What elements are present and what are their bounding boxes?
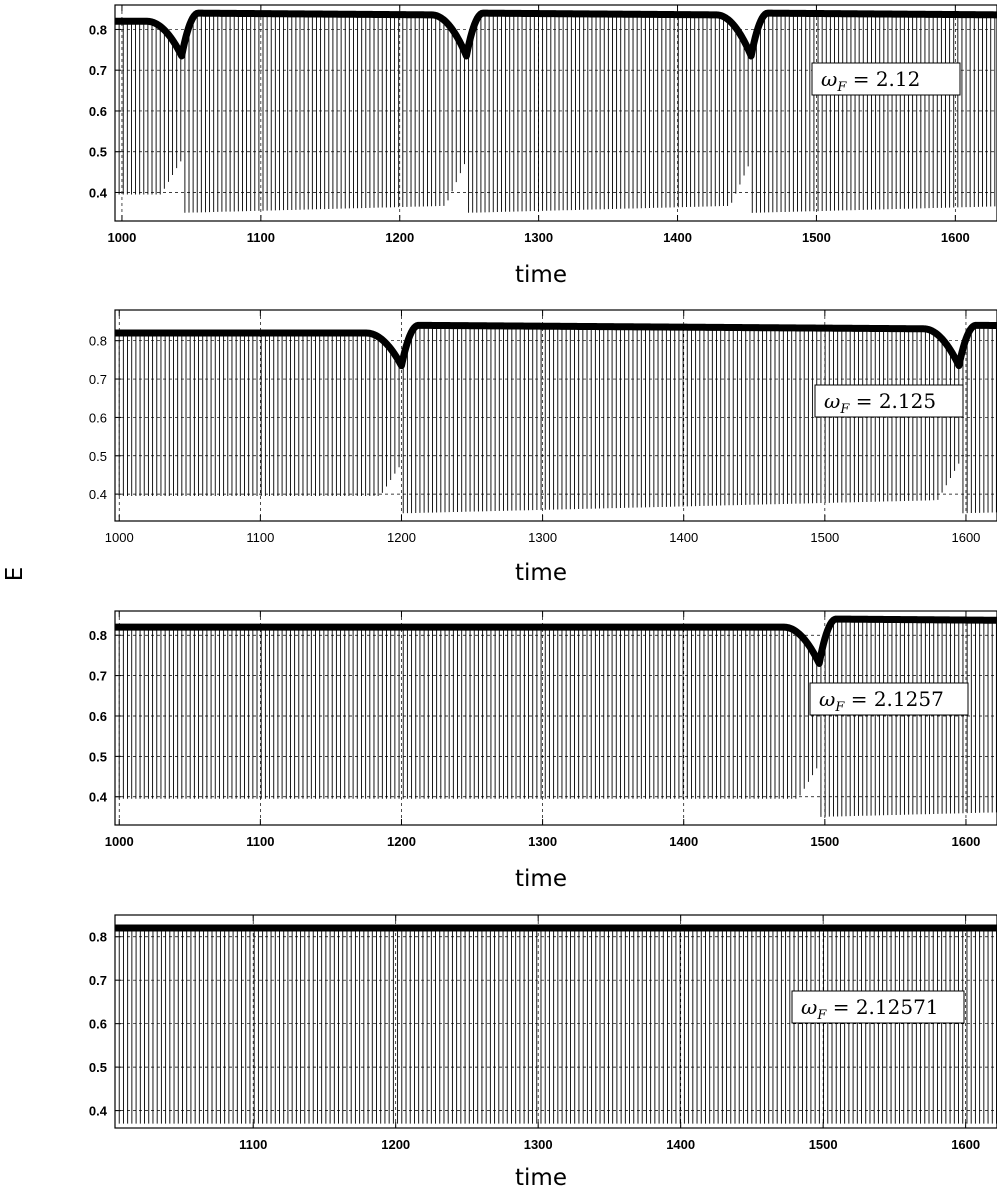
y-tick-label: 0.5: [89, 1060, 107, 1075]
panel-2: 1000 1100 1200 1300 1400 1500 1600 0.4 0.5 0.6 0.7…: [89, 309, 997, 586]
plot-frame: [114, 914, 997, 1129]
x-tick-label: 1000: [105, 834, 134, 849]
x-tick-label: 1100: [246, 530, 274, 545]
x-tick-label: 1600: [951, 834, 980, 849]
x-axis-label: time: [515, 866, 567, 892]
x-tick-label: 1200: [387, 530, 416, 545]
y-tick-label: 0.6: [89, 410, 107, 425]
annotation-label: ωF = 2.12: [821, 67, 920, 95]
panel-4: 1100 1200 1300 1400 1500 1600 0.4 0.5 0.6 0.7 0.8 t…: [89, 914, 997, 1189]
y-tick-label: 0.7: [89, 63, 107, 78]
y-tick-label: 0.7: [89, 669, 107, 684]
y-tick-label: 0.7: [89, 973, 107, 988]
x-tick-label: 1500: [809, 1137, 838, 1152]
annotation-box: [814, 384, 964, 418]
annotation-box: [811, 62, 961, 96]
x-tick-label: 1500: [802, 230, 831, 245]
x-tick-label: 1500: [810, 834, 839, 849]
x-tick-label: 1100: [239, 1137, 267, 1152]
y-tick-label: 0.4: [89, 790, 108, 805]
x-tick-label: 1500: [810, 530, 839, 545]
x-axis-label: time: [515, 560, 567, 586]
upper-envelope: [115, 615, 997, 667]
x-tick-label: 1300: [524, 1137, 553, 1152]
y-tick-label: 0.8: [89, 22, 107, 37]
x-tick-label: 1000: [107, 230, 136, 245]
y-tick-label: 0.4: [89, 1104, 108, 1119]
y-tick-label: 0.6: [89, 709, 107, 724]
y-axis-label: E: [2, 567, 28, 582]
plot-frame: [114, 610, 997, 826]
annotation-label: ωF = 2.1257: [819, 687, 944, 715]
oscillation-series: [115, 325, 997, 514]
x-tick-label: 1300: [528, 834, 557, 849]
y-tick-label: 0.5: [89, 749, 107, 764]
y-tick-label: 0.8: [89, 628, 107, 643]
x-tick-label: 1200: [381, 1137, 410, 1152]
upper-envelope: [115, 9, 997, 60]
y-tick-label: 0.8: [89, 930, 107, 945]
x-tick-label: 1300: [528, 530, 557, 545]
annotation-box: [809, 682, 969, 716]
x-tick-label: 1400: [663, 230, 692, 245]
x-tick-label: 1400: [669, 834, 698, 849]
y-tick-label: 0.6: [89, 1017, 107, 1032]
x-tick-label: 1200: [387, 834, 416, 849]
plot-frame: [114, 309, 997, 522]
x-tick-label: 1000: [105, 530, 134, 545]
x-tick-label: 1100: [247, 230, 275, 245]
x-tick-label: 1300: [524, 230, 553, 245]
plot-frame: [114, 4, 997, 222]
y-tick-label: 0.8: [89, 334, 107, 349]
oscillation-series: [115, 13, 996, 213]
x-tick-label: 1600: [951, 530, 980, 545]
upper-envelope: [115, 321, 997, 370]
annotation-label: ωF = 2.125: [824, 389, 936, 417]
y-tick-label: 0.5: [89, 449, 107, 464]
x-tick-label: 1200: [385, 230, 414, 245]
x-tick-label: 1600: [941, 230, 970, 245]
panel-1: 1000 1100 1200 1300 1400 1500 1600 0.4 0.5 0.6 0.7…: [89, 4, 997, 288]
x-axis-label: time: [515, 262, 567, 288]
x-axis-label: time: [515, 1165, 567, 1189]
annotation-box: [791, 990, 965, 1024]
panel-3: 1000 1100 1200 1300 1400 1500 1600 0.4 0.5 0.6 0.7…: [89, 610, 997, 892]
x-tick-label: 1600: [951, 1137, 980, 1152]
y-tick-label: 0.7: [89, 372, 107, 387]
x-tick-label: 1100: [246, 834, 274, 849]
y-tick-label: 0.4: [89, 185, 108, 200]
y-tick-label: 0.4: [89, 487, 107, 502]
x-tick-label: 1400: [669, 530, 698, 545]
oscillation-series: [115, 619, 997, 817]
y-tick-label: 0.5: [89, 145, 107, 160]
oscillation-series: [115, 928, 997, 1124]
annotation-label: ωF = 2.12571: [801, 995, 939, 1023]
x-tick-label: 1400: [666, 1137, 695, 1152]
y-tick-label: 0.6: [89, 104, 107, 119]
